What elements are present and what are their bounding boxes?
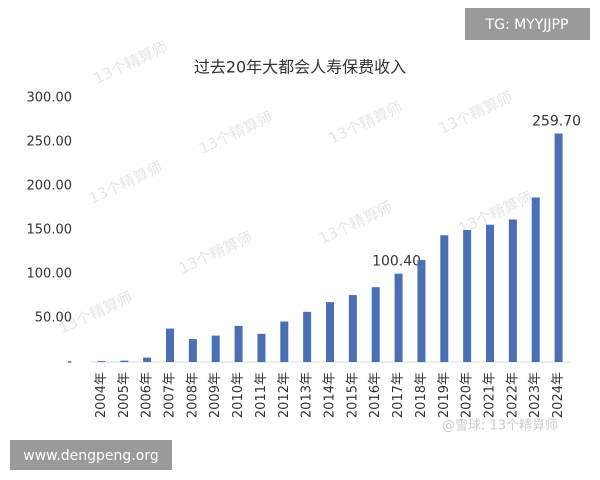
x-tick-label: 2021年 [483, 372, 498, 418]
bar [394, 273, 403, 362]
bar [554, 133, 563, 362]
bar [486, 224, 494, 362]
x-tick-label: 2018年 [414, 372, 429, 418]
y-tick-label: 150.00 [27, 223, 73, 238]
bar [371, 287, 380, 362]
bar [417, 259, 426, 362]
bar [257, 333, 266, 362]
bar [120, 360, 129, 362]
bar [326, 302, 334, 362]
y-tick-label: - [67, 355, 72, 370]
bar [508, 219, 517, 362]
bar [440, 235, 449, 362]
bar [211, 335, 220, 362]
x-tick-label: 2013年 [300, 372, 315, 418]
bar [143, 357, 152, 362]
x-tick-label: 2011年 [254, 372, 269, 418]
top-badge: TG: MYYJJPP [485, 17, 569, 33]
x-tick-label: 2014年 [323, 372, 338, 418]
x-tick-label: 2007年 [163, 372, 178, 418]
watermark: 13个精算师 [316, 198, 395, 248]
bottom-badge: www.dengpeng.org [23, 448, 158, 464]
x-tick-label: 2017年 [391, 372, 406, 418]
watermark: 13个精算师 [326, 98, 405, 148]
x-tick-label: 2009年 [208, 372, 223, 418]
bar [97, 361, 106, 362]
y-tick-label: 200.00 [27, 179, 73, 194]
x-tick-label: 2024年 [551, 372, 566, 418]
x-tick-label: 2008年 [185, 372, 200, 418]
x-tick-label: 2016年 [368, 372, 383, 418]
y-tick-label: 300.00 [27, 91, 73, 106]
bar [463, 230, 472, 362]
top-badge-bg [465, 8, 590, 40]
bar [303, 311, 312, 362]
watermark: 13个精算师 [176, 228, 255, 278]
bar [531, 197, 540, 362]
x-tick-label: 2012年 [277, 372, 292, 418]
x-tick-label: 2023年 [528, 372, 543, 418]
bar [166, 328, 174, 362]
bottom-badge-bg [10, 440, 172, 470]
value-label: 259.70 [532, 113, 581, 129]
x-tick-label: 2005年 [117, 372, 132, 418]
y-tick-label: 50.00 [35, 311, 72, 326]
x-tick-label: 2004年 [94, 372, 109, 418]
bar [188, 339, 197, 362]
watermark: 13个精算师 [196, 108, 275, 158]
y-tick-label: 250.00 [27, 135, 73, 150]
source-watermark: @雪球: 13个精算师 [442, 419, 558, 434]
watermark: 13个精算师 [86, 158, 165, 208]
x-tick-label: 2010年 [231, 372, 246, 418]
bar [280, 321, 289, 362]
x-tick-label: 2006年 [140, 372, 155, 418]
watermark: 13个精算师 [91, 38, 170, 88]
chart-title: 过去20年大都会人寿保费收入 [194, 58, 406, 77]
x-tick-label: 2019年 [437, 372, 452, 418]
watermark: 13个精算师 [436, 88, 515, 138]
x-tick-label: 2020年 [460, 372, 475, 418]
bar [348, 295, 357, 362]
bar [234, 325, 243, 362]
value-label: 100.40 [372, 254, 421, 270]
x-tick-label: 2015年 [345, 372, 360, 418]
y-tick-label: 100.00 [27, 267, 73, 282]
x-tick-label: 2022年 [505, 372, 520, 418]
